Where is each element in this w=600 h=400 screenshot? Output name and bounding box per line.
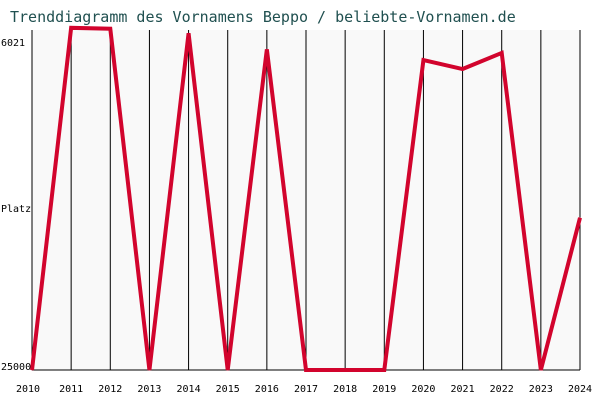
data-point-2010 xyxy=(31,369,33,371)
x-tick-label-2020: 2020 xyxy=(411,384,435,395)
y-axis-label: Platz xyxy=(1,204,31,215)
x-tick-label-2012: 2012 xyxy=(98,384,122,395)
data-point-2011 xyxy=(70,27,72,29)
data-point-2022 xyxy=(501,52,503,54)
data-point-2020 xyxy=(422,59,424,61)
tick-labels: 2010 2011 2012 2013 2014 2015 2016 2017 2018 2019… xyxy=(1,38,592,395)
x-tick-label-2010: 2010 xyxy=(16,384,40,395)
grid-lines xyxy=(31,30,581,370)
x-tick-label-2014: 2014 xyxy=(177,384,201,395)
x-tick-label-2024: 2024 xyxy=(568,384,592,395)
data-point-2023 xyxy=(540,369,542,371)
data-point-2016 xyxy=(266,48,268,50)
data-point-2014 xyxy=(188,32,190,34)
data-point-2024 xyxy=(579,217,581,219)
x-tick-label-2023: 2023 xyxy=(529,384,553,395)
y-tick-label-top: 6021 xyxy=(1,38,25,49)
chart-title: Trenddiagramm des Vornamens Beppo / beli… xyxy=(10,8,516,26)
x-tick-label-2011: 2011 xyxy=(59,384,83,395)
series-layer xyxy=(30,25,582,372)
data-point-2019 xyxy=(383,369,385,371)
data-point-2015 xyxy=(227,369,229,371)
x-tick-label-2022: 2022 xyxy=(490,384,514,395)
x-tick-label-2021: 2021 xyxy=(451,384,475,395)
x-tick-label-2018: 2018 xyxy=(333,384,357,395)
data-point-2021 xyxy=(462,68,464,70)
data-point-2013 xyxy=(148,369,150,371)
x-tick-label-2013: 2013 xyxy=(137,384,161,395)
data-point-2012 xyxy=(109,28,111,30)
x-tick-label-2017: 2017 xyxy=(294,384,318,395)
x-tick-label-2019: 2019 xyxy=(372,384,396,395)
data-point-2018 xyxy=(344,369,346,371)
x-tick-label-2016: 2016 xyxy=(255,384,279,395)
data-point-2017 xyxy=(305,369,307,371)
x-tick-label-2015: 2015 xyxy=(216,384,240,395)
y-tick-label-bottom: 25000 xyxy=(1,362,31,373)
